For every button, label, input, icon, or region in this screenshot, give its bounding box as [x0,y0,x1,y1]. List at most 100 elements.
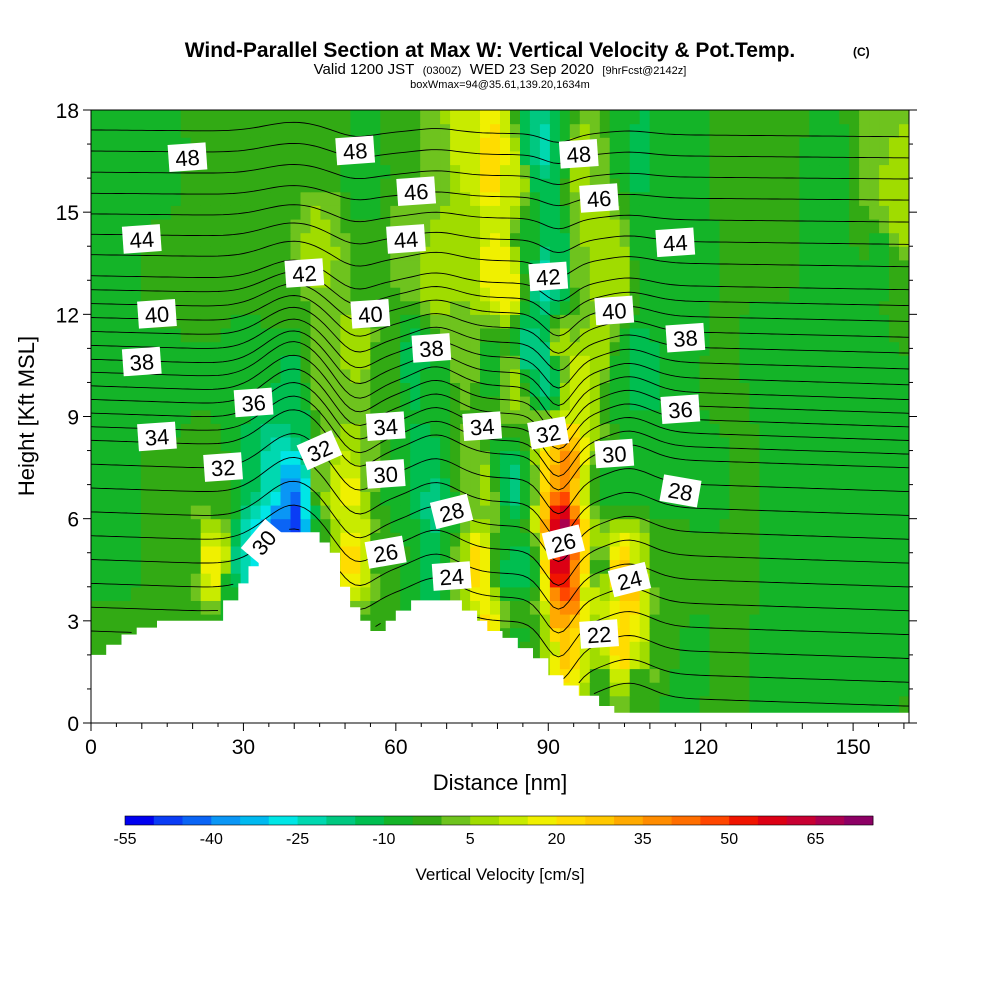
velocity-cell [839,219,850,234]
velocity-cell [220,436,232,452]
velocity-cell [589,586,601,601]
velocity-cell [180,409,192,424]
velocity-cell [619,477,631,492]
velocity-cell [869,668,880,683]
velocity-cell [490,505,501,520]
velocity-cell [270,341,282,356]
velocity-cell [559,205,571,220]
velocity-cell [480,341,491,356]
velocity-cell [300,246,312,261]
velocity-cell [200,246,212,261]
velocity-cell [849,300,860,315]
velocity-cell [290,205,302,220]
velocity-cell [809,314,820,329]
velocity-cell [111,505,122,520]
velocity-cell [440,477,451,492]
velocity-cell [839,505,850,520]
velocity-cell [819,396,830,411]
colorbar-swatch [211,816,241,825]
contour-label-text: 30 [601,441,627,468]
contour-label: 48 [335,135,376,166]
velocity-cell [170,409,182,424]
velocity-cell [759,627,770,642]
velocity-cell [160,150,172,166]
velocity-cell [719,682,731,697]
velocity-cell [350,532,361,547]
velocity-cell [529,232,541,247]
velocity-cell [669,150,681,166]
velocity-cell [390,137,401,152]
velocity-cell [649,518,661,533]
contour-label-box [431,561,472,591]
velocity-cell [729,232,740,247]
velocity-cell [230,341,242,356]
velocity-cell [410,368,421,383]
velocity-cell [779,314,790,329]
velocity-cell [719,205,731,220]
velocity-cell [320,464,331,479]
velocity-cell [679,150,691,166]
velocity-cell [539,300,551,315]
velocity-cell [270,382,282,397]
velocity-cell [729,586,740,601]
velocity-cell [719,164,731,179]
velocity-cell [450,164,461,179]
velocity-cell [510,423,521,438]
velocity-cell [849,600,860,615]
velocity-cell [500,178,511,193]
velocity-cell [250,477,262,492]
velocity-cell [320,110,331,125]
contour-label-box [167,142,208,172]
velocity-cell [729,532,740,547]
velocity-cell [470,137,481,152]
velocity-cell [819,600,830,615]
velocity-cell [669,559,681,574]
velocity-cell [859,259,870,274]
velocity-cell [430,355,441,370]
velocity-cell [859,232,870,247]
velocity-cell [370,532,381,547]
velocity-cell [91,259,102,274]
contour-label: 38 [665,322,706,353]
velocity-cell [529,409,541,424]
velocity-cell [240,545,252,561]
velocity-cell [629,341,641,356]
velocity-cell [510,178,521,193]
velocity-cell [779,573,790,588]
velocity-cell [520,328,531,343]
velocity-cell [440,423,451,438]
velocity-cell [669,123,681,138]
velocity-cell [260,328,272,343]
theta-contour-27 [91,480,909,562]
velocity-cell [619,164,631,179]
velocity-cell [220,355,232,370]
velocity-cell [819,259,830,274]
velocity-cell [430,164,441,179]
velocity-cell [739,641,750,656]
velocity-cell [819,382,830,397]
velocity-cell [400,477,411,492]
velocity-cell [330,110,341,125]
velocity-cell [799,368,810,383]
velocity-cell [101,246,112,261]
velocity-cell [889,682,900,697]
velocity-cell [769,532,780,547]
velocity-cell [400,505,411,520]
velocity-cell [579,396,591,411]
velocity-cell [719,232,731,247]
velocity-cell [510,219,521,234]
velocity-cell [340,355,351,370]
velocity-cell [120,573,132,588]
velocity-cell [799,396,810,411]
velocity-cell [470,178,481,193]
contour-label: 42 [284,258,325,288]
velocity-cell [759,137,770,152]
velocity-cell [370,382,381,397]
velocity-cell [490,545,501,561]
velocity-cell [779,219,790,234]
velocity-cell [330,341,341,356]
contour-label-text: 38 [129,349,155,376]
velocity-cell [769,259,780,274]
velocity-cell [809,246,820,261]
velocity-cell [410,382,421,397]
